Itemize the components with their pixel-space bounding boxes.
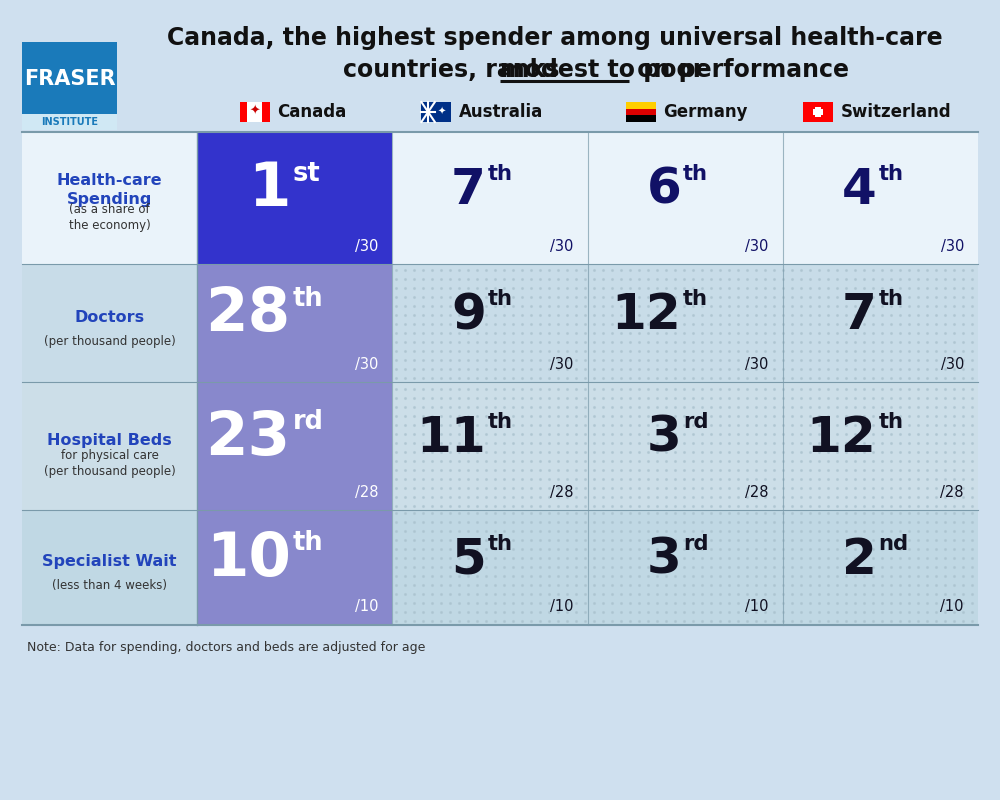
Bar (22, 42, 117, 130)
Bar (815, 107, 821, 118)
Bar (626, 109, 656, 115)
Text: /30: /30 (745, 357, 769, 371)
Text: rd: rd (293, 409, 324, 435)
Text: Canada: Canada (278, 103, 347, 121)
Bar (22, 132, 978, 264)
Bar (626, 102, 656, 109)
Bar (240, 102, 270, 122)
Text: th: th (683, 164, 708, 184)
Text: /10: /10 (745, 599, 769, 614)
Bar (197, 382, 392, 510)
Text: 3: 3 (646, 414, 681, 462)
Text: INSTITUTE: INSTITUTE (41, 117, 98, 127)
Bar (803, 102, 833, 122)
Text: /10: /10 (355, 599, 378, 614)
Text: Germany: Germany (664, 103, 748, 121)
Text: 11: 11 (416, 414, 486, 462)
Bar (262, 102, 270, 122)
Text: /28: /28 (940, 485, 964, 499)
Text: st: st (293, 161, 320, 187)
Text: rd: rd (683, 534, 709, 554)
Text: th: th (878, 289, 903, 309)
Text: 6: 6 (646, 166, 681, 214)
Text: th: th (683, 289, 708, 309)
Text: th: th (293, 530, 323, 557)
Text: 9: 9 (451, 291, 486, 339)
Text: FRASER: FRASER (24, 69, 115, 89)
Text: 28: 28 (206, 286, 291, 345)
Text: 3: 3 (646, 535, 681, 583)
Text: th: th (878, 164, 903, 184)
Text: /30: /30 (355, 357, 378, 371)
Bar (197, 264, 392, 382)
Bar (22, 382, 978, 510)
Text: /30: /30 (745, 238, 769, 254)
Text: (as a share of
the economy): (as a share of the economy) (69, 203, 150, 233)
Text: /30: /30 (941, 238, 964, 254)
Text: Specialist Wait: Specialist Wait (42, 554, 177, 569)
Text: Health-care
Spending: Health-care Spending (57, 174, 162, 206)
Text: 2: 2 (842, 535, 876, 583)
Text: for physical care
(per thousand people): for physical care (per thousand people) (44, 450, 175, 478)
Text: /30: /30 (941, 357, 964, 371)
Text: Australia: Australia (459, 103, 544, 121)
Text: th: th (488, 412, 513, 432)
Text: 12: 12 (807, 414, 876, 462)
Text: modest to poor: modest to poor (500, 58, 704, 82)
Text: th: th (488, 289, 513, 309)
Text: nd: nd (878, 534, 908, 554)
Text: /30: /30 (355, 238, 378, 254)
Text: rd: rd (683, 412, 709, 432)
Text: /10: /10 (940, 599, 964, 614)
Bar (22, 510, 978, 625)
Text: th: th (488, 534, 513, 554)
Text: /28: /28 (550, 485, 574, 499)
Text: 12: 12 (611, 291, 681, 339)
Text: /30: /30 (550, 357, 574, 371)
Text: 4: 4 (842, 166, 876, 214)
Text: 10: 10 (206, 530, 291, 589)
Text: /28: /28 (745, 485, 769, 499)
Text: th: th (488, 164, 513, 184)
Bar (626, 115, 656, 122)
Text: 7: 7 (451, 166, 486, 214)
Text: th: th (878, 412, 903, 432)
Text: 7: 7 (842, 291, 876, 339)
Text: (less than 4 weeks): (less than 4 weeks) (52, 579, 167, 592)
Text: th: th (293, 286, 323, 312)
Text: Doctors: Doctors (74, 310, 145, 325)
Text: ✦: ✦ (438, 107, 446, 117)
Bar (240, 102, 247, 122)
Text: /30: /30 (550, 238, 574, 254)
Text: /10: /10 (550, 599, 574, 614)
Text: 1: 1 (248, 161, 291, 219)
Text: ✦: ✦ (249, 105, 260, 118)
Text: 5: 5 (451, 535, 486, 583)
Text: Canada, the highest spender among universal health-care: Canada, the highest spender among univer… (167, 26, 943, 50)
Bar (197, 132, 392, 264)
Bar (197, 510, 392, 625)
Text: Note: Data for spending, doctors and beds are adjusted for age: Note: Data for spending, doctors and bed… (27, 641, 425, 654)
Bar (813, 110, 823, 114)
Text: (per thousand people): (per thousand people) (44, 334, 175, 347)
Bar (421, 102, 451, 122)
Text: 23: 23 (206, 409, 291, 467)
Text: /28: /28 (355, 485, 378, 499)
Text: Hospital Beds: Hospital Beds (47, 433, 172, 447)
Text: on performance: on performance (629, 58, 849, 82)
Bar (22, 114, 117, 130)
Text: Switzerland: Switzerland (841, 103, 952, 121)
Bar (22, 264, 978, 382)
Text: countries, ranks: countries, ranks (343, 58, 568, 82)
